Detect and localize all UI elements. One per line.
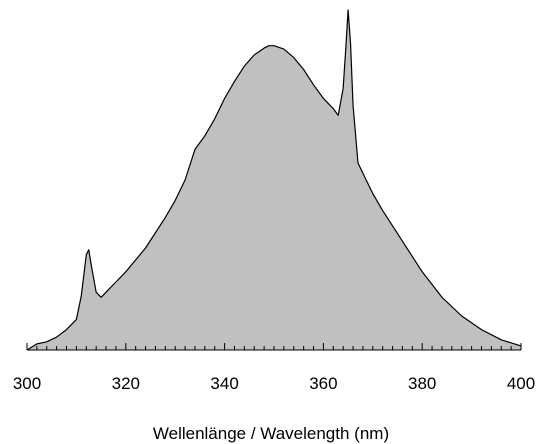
x-tick-label: 380 <box>408 374 436 393</box>
x-tick-label: 360 <box>309 374 337 393</box>
x-tick-label: 300 <box>13 374 41 393</box>
spectrum-line <box>26 9 522 351</box>
x-tick-label: 320 <box>112 374 140 393</box>
x-tick-label: 340 <box>210 374 238 393</box>
spectrum-area <box>27 10 521 350</box>
x-tick-label: 400 <box>507 374 535 393</box>
x-axis-title: Wellenlänge / Wavelength (nm) <box>153 424 389 443</box>
